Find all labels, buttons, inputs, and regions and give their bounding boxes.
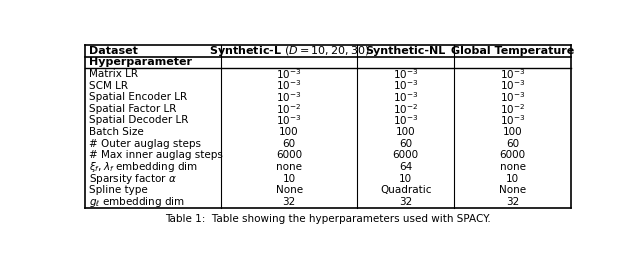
Text: none: none (276, 162, 302, 172)
Text: Sparsity factor $\alpha$: Sparsity factor $\alpha$ (89, 172, 177, 186)
Text: $g_\ell$ embedding dim: $g_\ell$ embedding dim (89, 195, 185, 209)
Text: Spatial Factor LR: Spatial Factor LR (89, 104, 176, 114)
Text: Dataset: Dataset (89, 46, 138, 56)
Text: $\xi_f, \lambda_f$ embedding dim: $\xi_f, \lambda_f$ embedding dim (89, 160, 198, 174)
Text: $10^{-3}$: $10^{-3}$ (276, 90, 302, 104)
Text: 100: 100 (503, 127, 522, 137)
Text: 6000: 6000 (276, 150, 302, 160)
Text: 6000: 6000 (500, 150, 526, 160)
Text: $10^{-2}$: $10^{-2}$ (500, 102, 525, 116)
Text: Table 1:  Table showing the hyperparameters used with SPACY.: Table 1: Table showing the hyperparamete… (165, 214, 491, 224)
Text: $10^{-3}$: $10^{-3}$ (393, 79, 419, 92)
Text: $10^{-3}$: $10^{-3}$ (500, 114, 525, 127)
Text: 100: 100 (396, 127, 415, 137)
Text: 10: 10 (399, 174, 412, 184)
Text: 60: 60 (399, 139, 412, 149)
Text: 10: 10 (282, 174, 296, 184)
Text: 100: 100 (279, 127, 299, 137)
Text: # Outer auglag steps: # Outer auglag steps (89, 139, 201, 149)
Text: $10^{-2}$: $10^{-2}$ (393, 102, 419, 116)
Text: $10^{-3}$: $10^{-3}$ (500, 79, 525, 92)
Text: $10^{-3}$: $10^{-3}$ (393, 90, 419, 104)
Text: SCM LR: SCM LR (89, 80, 128, 91)
Text: 60: 60 (282, 139, 296, 149)
Text: Spline type: Spline type (89, 185, 148, 195)
Text: $10^{-3}$: $10^{-3}$ (500, 90, 525, 104)
Text: 64: 64 (399, 162, 412, 172)
Text: $10^{-2}$: $10^{-2}$ (276, 102, 301, 116)
Text: Quadratic: Quadratic (380, 185, 431, 195)
Text: Hyperparameter: Hyperparameter (89, 57, 192, 67)
Text: Synthetic-L $(D = 10, 20, 30)$: Synthetic-L $(D = 10, 20, 30)$ (209, 44, 370, 58)
Text: Batch Size: Batch Size (89, 127, 143, 137)
Text: Spatial Decoder LR: Spatial Decoder LR (89, 116, 188, 125)
Text: Spatial Encoder LR: Spatial Encoder LR (89, 92, 187, 102)
Text: None: None (499, 185, 526, 195)
Text: $10^{-3}$: $10^{-3}$ (393, 114, 419, 127)
Text: Global Temperature: Global Temperature (451, 46, 574, 56)
Text: $10^{-3}$: $10^{-3}$ (276, 67, 302, 81)
Text: $10^{-3}$: $10^{-3}$ (393, 67, 419, 81)
Text: $10^{-3}$: $10^{-3}$ (276, 79, 302, 92)
Text: none: none (500, 162, 525, 172)
Text: Synthetic-NL: Synthetic-NL (365, 46, 446, 56)
Text: 32: 32 (506, 197, 519, 207)
Text: None: None (276, 185, 303, 195)
Text: 6000: 6000 (393, 150, 419, 160)
Text: 60: 60 (506, 139, 519, 149)
Text: $10^{-3}$: $10^{-3}$ (276, 114, 302, 127)
Text: 32: 32 (399, 197, 412, 207)
Text: 32: 32 (282, 197, 296, 207)
Text: # Max inner auglag steps: # Max inner auglag steps (89, 150, 223, 160)
Text: 10: 10 (506, 174, 519, 184)
Text: Matrix LR: Matrix LR (89, 69, 138, 79)
Text: $10^{-3}$: $10^{-3}$ (500, 67, 525, 81)
